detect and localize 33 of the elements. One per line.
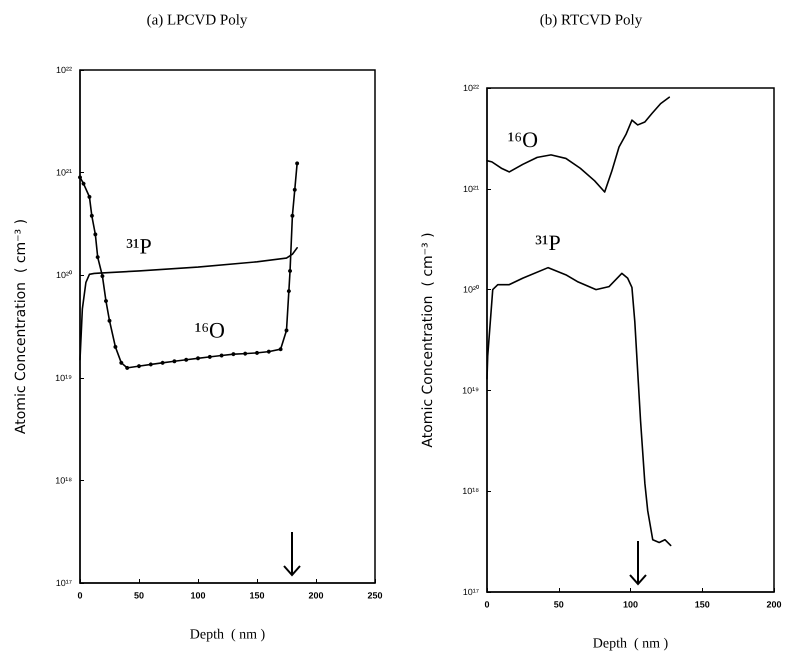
x-tick-label: 0 [77,590,83,600]
x-axis-title: Depth ( nm ) [190,628,266,642]
chart-title: (b) RTCVD Poly [540,12,643,28]
x-axis-title: Depth ( nm ) [592,636,669,652]
y-tick-label: 10²² [462,83,479,93]
x-tick-label: 50 [134,590,144,600]
y-axis-title: Atomic Concentration ( cm⁻³ ) [13,218,29,434]
x-tick-label: 150 [249,590,265,600]
y-tick-label: 10²¹ [56,168,72,178]
y-tick-label: 10²⁰ [462,284,479,295]
y-axis-title: Atomic Concentration ( cm⁻³ ) [420,232,436,448]
series-label: ³¹P [126,233,152,258]
y-tick-label: 10¹⁸ [55,475,72,486]
x-tick-label: 250 [367,590,383,600]
y-tick-label: 10²² [56,65,72,75]
x-tick-label: 0 [484,600,490,610]
x-tick-label: 50 [554,600,564,610]
y-tick-label: 10²¹ [462,184,479,194]
x-tick-label: 100 [622,600,638,610]
y-tick-label: 10¹⁷ [56,578,72,588]
x-tick-label: 100 [190,590,206,600]
x-tick-label: 200 [308,590,324,600]
series-label: ¹⁶O [194,317,225,342]
y-tick-label: 10¹⁸ [462,486,480,496]
y-tick-label: 10²⁰ [56,270,72,280]
y-tick-label: 10¹⁹ [55,372,72,383]
y-tick-label: 10¹⁷ [462,587,479,597]
x-tick-label: 150 [694,600,710,610]
series-label: ¹⁶O [508,126,538,152]
chart-title: (a) LPCVD Poly [146,12,248,28]
x-tick-label: 200 [766,600,782,610]
series-label: ³¹P [535,230,561,256]
y-tick-label: 10¹⁹ [462,385,480,396]
